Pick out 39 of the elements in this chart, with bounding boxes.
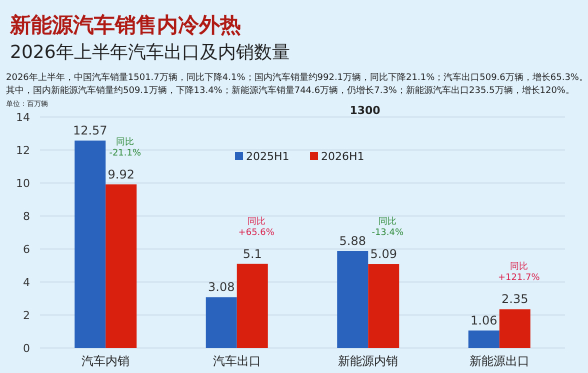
- data-label: 5.88: [339, 234, 366, 248]
- y-tick-label: 0: [23, 342, 30, 355]
- annotation: 同比 -21.1%: [109, 136, 142, 158]
- annotation: 同比 +65.6%: [238, 216, 275, 238]
- bar: [468, 330, 500, 348]
- bar: [368, 264, 400, 348]
- annotation: 1300: [350, 104, 381, 117]
- legend-label: 2026H1: [321, 150, 364, 163]
- x-tick-label: 新能源内销: [338, 354, 398, 368]
- y-tick-label: 4: [23, 276, 30, 289]
- text: 其中，国内新能源汽车销量约509.1万辆，下降13.4%；新能源汽车销量744.6万辆，仍增长7.3%；新能源汽车出口235.5万辆，增长120%。: [6, 85, 574, 96]
- data-label: 5.1: [242, 246, 262, 261]
- data-label: 9.92: [108, 167, 134, 182]
- chart-subtitle: 2026年上半年汽车出口及内销数量: [10, 42, 290, 63]
- bar: [499, 309, 530, 348]
- y-tick-label: 8: [23, 210, 30, 223]
- bar: [337, 250, 368, 348]
- x-tick-label: 汽车内销: [82, 354, 130, 368]
- y-tick-label: 10: [16, 177, 30, 190]
- y-tick-label: 6: [23, 243, 30, 256]
- bar: [106, 184, 137, 348]
- y-tick-label: 12: [16, 144, 30, 157]
- annotation: 同比 +121.7%: [498, 261, 540, 284]
- data-label: 2.35: [502, 292, 528, 306]
- y-tick-label: 14: [16, 111, 30, 124]
- chart-title: 新能源汽车销售内冷外热: [9, 13, 241, 37]
- data-label: 3.08: [208, 280, 235, 294]
- data-label: 12.57: [72, 124, 108, 138]
- legend-label: 2025H1: [246, 150, 290, 163]
- bar: [236, 264, 268, 348]
- annotation: 同比 -13.4%: [372, 216, 404, 238]
- x-tick-label: 新能源出口: [469, 354, 530, 368]
- x-tick-label: 汽车出口: [212, 354, 261, 368]
- y-tick-label: 2: [23, 309, 30, 322]
- data-label: 1.06: [470, 314, 498, 328]
- bar: [206, 297, 237, 348]
- text: 2026年上半年，中国汽车销量1501.7万辆，同比下降4.1%；国内汽车销量约992.1万辆，同比下降21.1%；汽车出口509.6万辆，增长65.3%。: [6, 72, 588, 83]
- data-label: 5.09: [370, 247, 397, 262]
- bar: [74, 140, 106, 348]
